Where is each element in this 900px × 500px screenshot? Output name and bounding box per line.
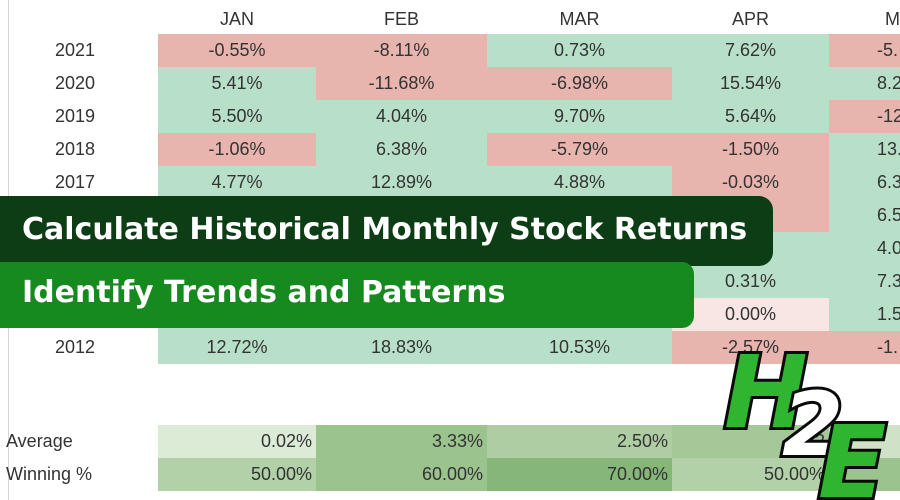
winning-pct-cell bbox=[829, 458, 900, 491]
year-label: 2019 bbox=[54, 106, 96, 126]
return-cell: 4.04% bbox=[316, 100, 487, 133]
return-cell: -1. bbox=[829, 331, 900, 364]
average-cell: 3.33% bbox=[316, 425, 487, 458]
return-cell: 6.5 bbox=[829, 199, 900, 232]
year-label: 2017 bbox=[54, 172, 96, 192]
banner-subtitle: Identify Trends and Patterns bbox=[22, 275, 506, 310]
return-cell: 10.53% bbox=[487, 331, 672, 364]
return-cell: 12.89% bbox=[316, 166, 487, 199]
month-header: APR bbox=[731, 9, 769, 29]
return-cell: 0.31% bbox=[672, 265, 829, 298]
return-cell: -1.06% bbox=[158, 133, 316, 166]
average-label: Average bbox=[6, 431, 73, 451]
year-label: 2012 bbox=[54, 337, 96, 357]
h2e-logo-icon: H 2 E bbox=[721, 335, 889, 500]
year-label: 2020 bbox=[54, 73, 96, 93]
return-cell: -12 bbox=[829, 100, 900, 133]
average-cell: 2 bbox=[672, 425, 829, 458]
return-cell: 18.83% bbox=[316, 331, 487, 364]
return-cell: -5. bbox=[829, 34, 900, 67]
logo-letter-e: E bbox=[818, 404, 886, 500]
year-label: 2021 bbox=[54, 40, 96, 60]
return-cell: 12.72% bbox=[158, 331, 316, 364]
year-label: 2018 bbox=[54, 139, 96, 159]
return-cell: -6.98% bbox=[487, 67, 672, 100]
return-cell: 5.64% bbox=[672, 100, 829, 133]
return-cell: 5.41% bbox=[158, 67, 316, 100]
average-cell: 2.50% bbox=[487, 425, 672, 458]
winning-pct-cell: 50.00% bbox=[672, 458, 829, 491]
return-cell: 7.3 bbox=[829, 265, 900, 298]
winning-pct-cell: 70.00% bbox=[487, 458, 672, 491]
return-cell: -0.03% bbox=[672, 166, 829, 199]
return-cell: 6.38% bbox=[316, 133, 487, 166]
return-cell: 0.73% bbox=[487, 34, 672, 67]
return-cell: 7.62% bbox=[672, 34, 829, 67]
return-cell: 15.54% bbox=[672, 67, 829, 100]
subtitle-banner: Identify Trends and Patterns bbox=[0, 262, 694, 328]
average-cell bbox=[829, 425, 900, 458]
month-header: MAR bbox=[559, 9, 600, 29]
return-cell: 4.0 bbox=[829, 232, 900, 265]
return-cell: -5.79% bbox=[487, 133, 672, 166]
return-cell: 4.88% bbox=[487, 166, 672, 199]
return-cell: 0.00% bbox=[672, 298, 829, 331]
month-header: M bbox=[885, 9, 900, 29]
average-cell: 0.02% bbox=[158, 425, 316, 458]
return-cell: 9.70% bbox=[487, 100, 672, 133]
winning-pct-cell: 60.00% bbox=[316, 458, 487, 491]
month-header: JAN bbox=[219, 9, 254, 29]
return-cell: 13. bbox=[829, 133, 900, 166]
return-cell: -11.68% bbox=[316, 67, 487, 100]
logo-letter-2: 2 bbox=[782, 373, 843, 476]
return-cell: -0.55% bbox=[158, 34, 316, 67]
return-cell: -2.57% bbox=[672, 331, 829, 364]
return-cell: 8.2 bbox=[829, 67, 900, 100]
return-cell: 4.77% bbox=[158, 166, 316, 199]
return-cell: 6.3 bbox=[829, 166, 900, 199]
winning-pct-cell: 50.00% bbox=[158, 458, 316, 491]
return-cell: 5.50% bbox=[158, 100, 316, 133]
return-cell: -1.50% bbox=[672, 133, 829, 166]
return-cell: 1.5 bbox=[829, 298, 900, 331]
return-cell: -8.11% bbox=[316, 34, 487, 67]
winning-pct-label: Winning % bbox=[6, 464, 93, 484]
title-banner: Calculate Historical Monthly Stock Retur… bbox=[0, 196, 773, 266]
month-header: FEB bbox=[383, 9, 419, 29]
logo-letter-h: H bbox=[724, 335, 808, 451]
banner-title: Calculate Historical Monthly Stock Retur… bbox=[22, 212, 748, 247]
